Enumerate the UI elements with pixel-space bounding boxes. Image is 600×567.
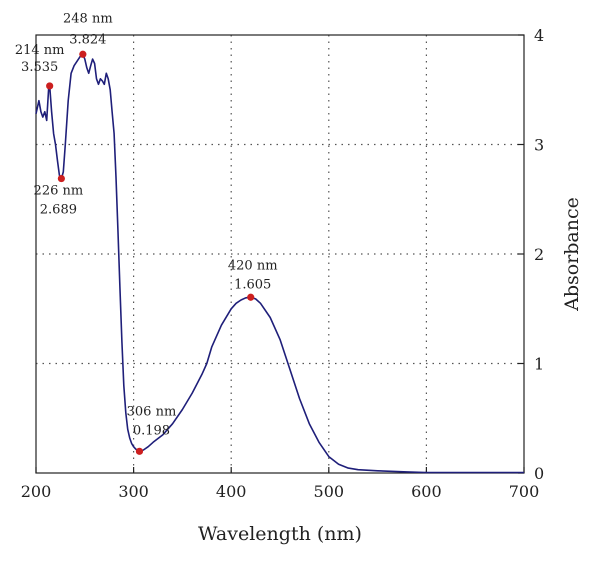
x-tick-label: 200 [21,482,52,501]
x-axis-title: Wavelength (nm) [198,523,362,545]
y-tick-label: 2 [534,245,544,264]
annotation-wavelength: 226 nm [34,184,84,199]
x-tick-label: 700 [509,482,540,501]
peak-marker [247,293,255,301]
x-tick-label: 400 [216,482,247,501]
annotation-absorbance: 1.605 [234,277,271,292]
annotation-wavelength: 420 nm [228,258,278,273]
y-tick-label: 3 [534,136,544,155]
annotation-markers [46,50,255,455]
annotation-labels: 214 nm 3.535 248 nm 3.824 226 nm 2.689 306 nm 0… [15,11,278,438]
annotation-absorbance: 0.198 [133,423,170,438]
y-tick-label: 4 [534,26,544,45]
annotation-absorbance: 3.824 [69,32,106,47]
y-tick-label: 1 [534,355,544,374]
annotation-absorbance: 3.535 [21,60,58,75]
annotation-wavelength: 248 nm [63,11,113,26]
y-tick-label: 0 [534,464,544,483]
peak-marker [135,447,144,455]
annotation-wavelength: 214 nm [15,43,65,58]
absorbance-series-line [35,53,524,474]
x-tick-label: 300 [118,482,149,501]
annotation-wavelength: 306 nm [127,404,177,419]
x-tick-label: 500 [314,482,345,501]
peak-marker [79,50,87,58]
annotation-absorbance: 2.689 [40,203,77,218]
grid-lines [36,35,524,473]
x-tick-label: 600 [411,482,442,501]
peak-marker [46,82,54,90]
y-axis-title: Absorbance [561,197,583,312]
peak-marker [57,174,65,183]
series-layer [35,53,524,474]
